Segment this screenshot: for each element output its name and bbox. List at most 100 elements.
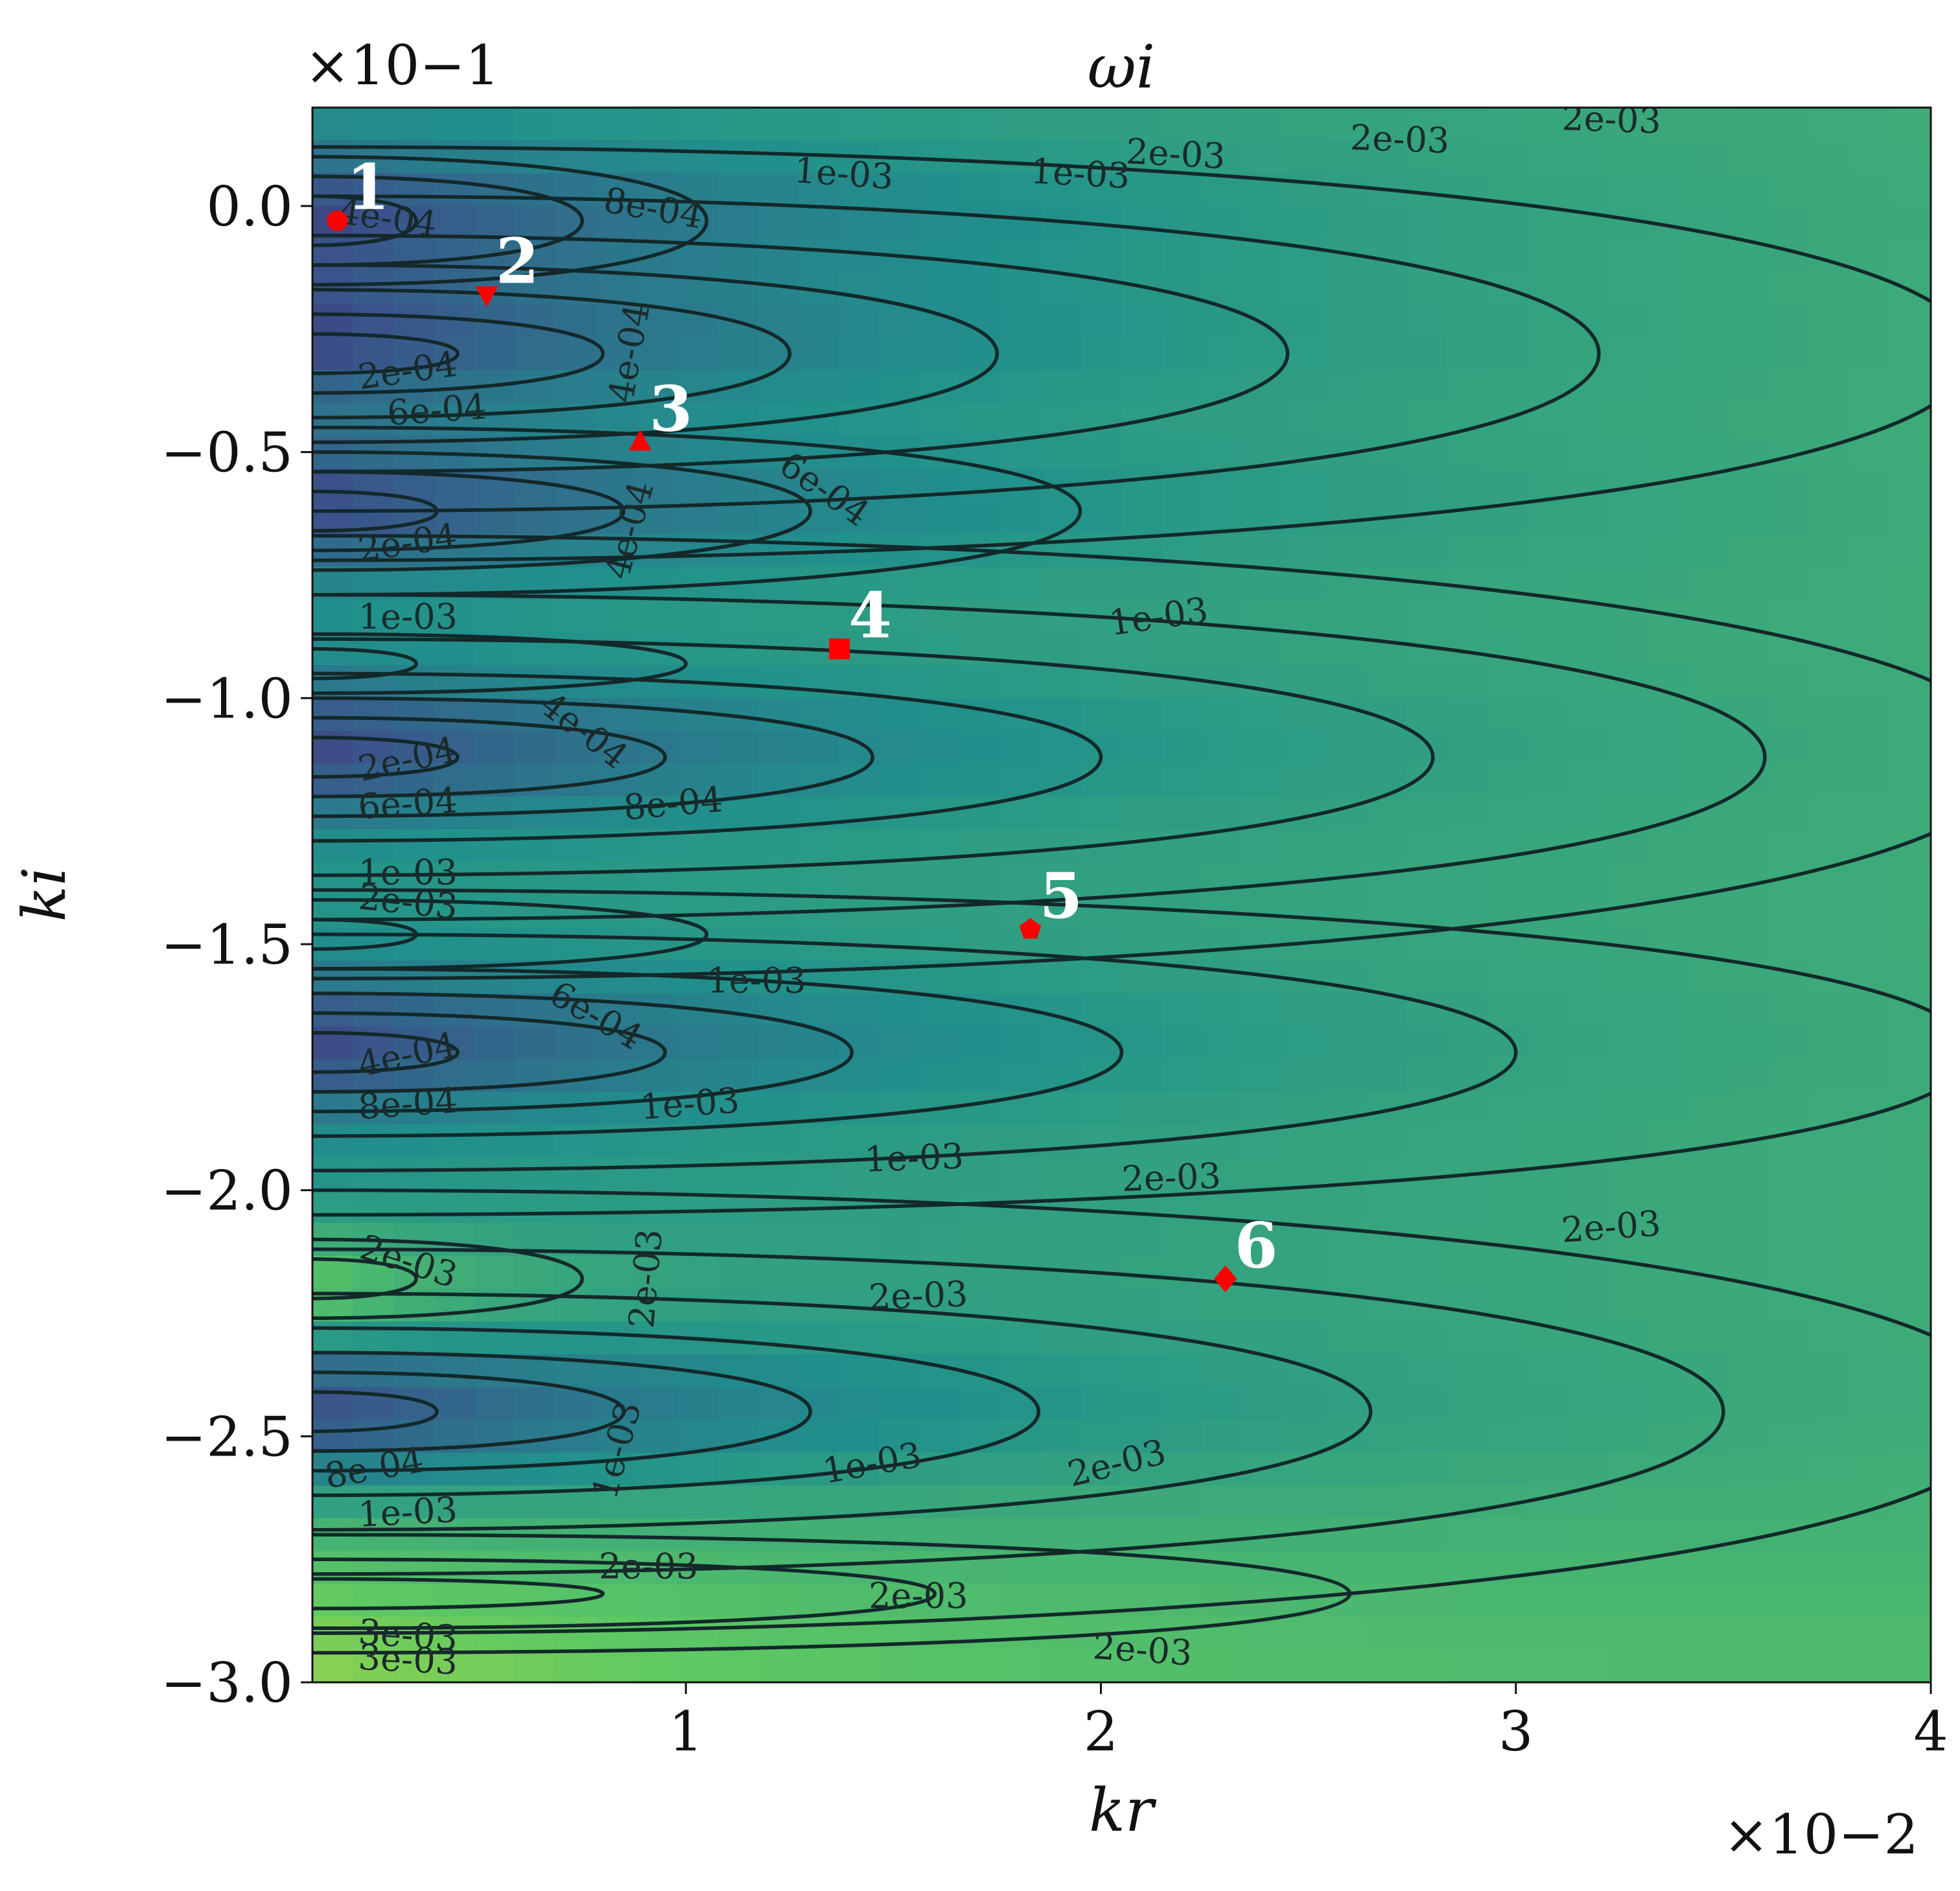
heatmap-cell: [1445, 238, 1487, 273]
heatmap-cell: [676, 1255, 718, 1290]
heatmap-cell: [717, 829, 758, 863]
heatmap-cell: [717, 501, 758, 535]
heatmap-cell: [1242, 1387, 1285, 1421]
heatmap-cell: [1242, 993, 1285, 1027]
heatmap-cell: [555, 108, 596, 141]
heatmap-cell: [1405, 599, 1446, 634]
heatmap-cell: [1850, 1190, 1891, 1224]
heatmap-cell: [515, 763, 556, 798]
heatmap-cell: [1445, 665, 1487, 699]
heatmap-cell: [1607, 238, 1649, 273]
heatmap-cell: [1769, 1026, 1810, 1060]
heatmap-cell: [1242, 895, 1285, 929]
heatmap-cell: [1283, 272, 1325, 305]
heatmap-cell: [1405, 1387, 1446, 1421]
heatmap-cell: [1809, 534, 1851, 568]
heatmap-cell: [1890, 337, 1931, 371]
heatmap-cell: [717, 993, 758, 1027]
heatmap-cell: [555, 796, 596, 830]
heatmap-cell: [919, 1059, 961, 1093]
heatmap-cell: [1769, 370, 1810, 404]
heatmap-cell: [1769, 599, 1810, 634]
heatmap-cell: [312, 337, 354, 371]
heatmap-cell: [1648, 960, 1689, 994]
heatmap-cell: [757, 1223, 799, 1257]
heatmap-cell: [1688, 1157, 1729, 1191]
heatmap-cell: [878, 698, 920, 732]
heatmap-cell: [838, 1157, 880, 1191]
heatmap-cell: [959, 1452, 1001, 1487]
heatmap-cell: [353, 993, 394, 1027]
heatmap-cell: [1648, 1649, 1689, 1682]
contour-line: [312, 1188, 1931, 1635]
heatmap-cell: [353, 402, 394, 437]
heatmap-cell: [1040, 337, 1082, 371]
heatmap-cell: [1121, 501, 1163, 535]
contour-line: [312, 1030, 460, 1074]
heatmap-cell: [1890, 927, 1931, 962]
heatmap-cell: [1283, 1551, 1325, 1585]
heatmap-cell: [1324, 665, 1366, 699]
heatmap-cell: [1567, 370, 1608, 404]
heatmap-cell: [1809, 1124, 1851, 1159]
heatmap-cell: [1728, 1649, 1770, 1682]
heatmap-cell: [595, 1420, 637, 1454]
heatmap-cell: [878, 1223, 920, 1257]
heatmap-cell: [1242, 1223, 1285, 1257]
heatmap-cell: [1040, 1288, 1082, 1323]
contour-line: [312, 332, 460, 375]
heatmap-cell: [1202, 238, 1244, 273]
heatmap-cell: [1405, 337, 1446, 371]
heatmap-cell: [1161, 993, 1204, 1027]
heatmap-cell: [1850, 304, 1891, 338]
contour-line: [312, 312, 605, 395]
heatmap-cell: [959, 1321, 1001, 1355]
heatmap-cell: [1567, 1091, 1608, 1126]
heatmap-cell: [1000, 1157, 1042, 1191]
heatmap-cell: [798, 238, 839, 273]
heatmap-cell: [1688, 140, 1729, 174]
heatmap-cell: [312, 599, 354, 634]
heatmap-cell: [1890, 108, 1931, 141]
heatmap-cell: [1121, 829, 1163, 863]
heatmap-cell: [1324, 468, 1366, 502]
heatmap-cell: [717, 272, 758, 305]
heatmap-cell: [1890, 862, 1931, 896]
heatmap-cell: [1283, 895, 1325, 929]
heatmap-cell: [1081, 632, 1123, 666]
heatmap-cell: [1728, 1190, 1770, 1224]
heatmap-cell: [1405, 1485, 1446, 1519]
heatmap-cell: [1000, 1255, 1042, 1290]
heatmap-cell: [1486, 730, 1527, 765]
heatmap-cell: [1161, 173, 1204, 207]
heatmap-cell: [515, 205, 556, 240]
heatmap-cell: [1526, 205, 1568, 240]
heatmap-cell: [878, 993, 920, 1027]
contour-line: [312, 736, 460, 779]
contour-line: [312, 967, 1124, 1138]
contour-line: [312, 533, 1931, 980]
heatmap-cell: [1202, 1485, 1244, 1519]
heatmap-cell: [676, 829, 718, 863]
heatmap-cell: [959, 1157, 1001, 1191]
contour-label: 8e-04: [356, 1080, 458, 1128]
heatmap-cell: [757, 927, 799, 962]
heatmap-cell: [1890, 665, 1931, 699]
heatmap-cell: [1850, 435, 1891, 469]
heatmap-cell: [1364, 1321, 1406, 1355]
heatmap-cell: [1161, 435, 1204, 469]
heatmap-cell: [1486, 1091, 1527, 1126]
heatmap-cell: [353, 1091, 394, 1126]
contour-label: 2e-03: [1560, 1203, 1662, 1251]
heatmap-cell: [636, 1354, 677, 1388]
heatmap-cell: [1364, 304, 1406, 338]
heatmap-cell: [838, 1091, 880, 1126]
heatmap-cell: [1809, 140, 1851, 174]
heatmap-cell: [636, 763, 677, 798]
heatmap-cell: [1607, 698, 1649, 732]
heatmap-cell: [1607, 632, 1649, 666]
heatmap-cell: [1486, 468, 1527, 502]
heatmap-cell: [1526, 927, 1568, 962]
heatmap-cell: [717, 205, 758, 240]
heatmap-cell: [1648, 140, 1689, 174]
